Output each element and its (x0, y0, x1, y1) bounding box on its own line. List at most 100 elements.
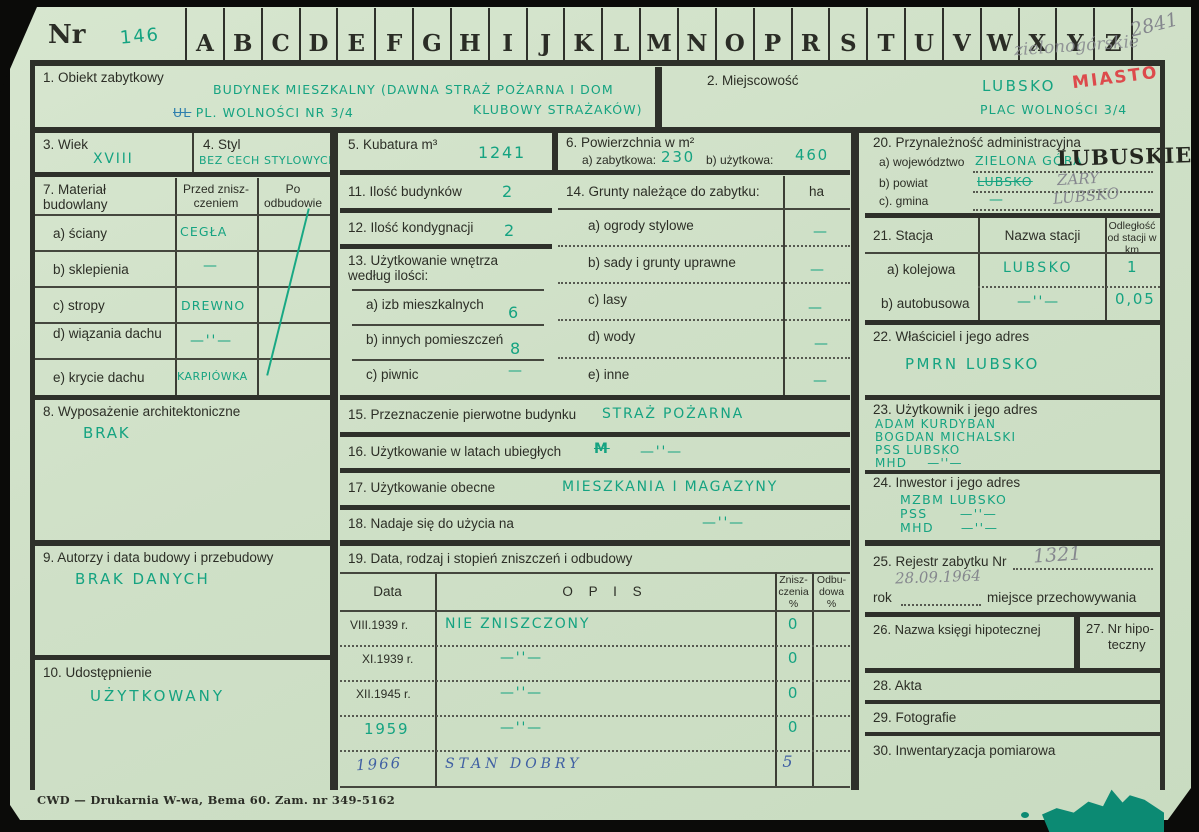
row-line (352, 359, 544, 361)
dotted-line (973, 171, 1153, 173)
scan-corner-bottom-left (0, 790, 28, 832)
field-25-number-pencil: 1321 (1032, 542, 1083, 568)
field-2-address: PLAC WOLNOŚCI 3/4 (980, 102, 1128, 117)
index-letter-X: X (1017, 8, 1056, 60)
field-24-label: 24. Inwestor i jego adres (873, 475, 1021, 490)
field-9-value: BRAK DANYCH (75, 570, 211, 588)
field-30-label: 30. Inwentaryzacja pomiarowa (873, 743, 1056, 758)
header-line (340, 610, 850, 612)
field-2-red-stamp: MIASTO (1071, 62, 1160, 94)
field-29-photographs: 29. Fotografie (865, 705, 1160, 732)
field-14d-label: d) wody (588, 329, 636, 344)
field-13a-value: 6 (508, 303, 520, 322)
index-letter-F: F (374, 8, 412, 60)
field-9-authors: 9. Autorzy i data budowy i przebudowy BR… (35, 546, 330, 655)
field-14d-value: — (814, 336, 830, 352)
field-4-value: BEZ CECH STYLOWYCH (199, 154, 338, 167)
row-line-dotted (340, 645, 850, 647)
row-line (35, 250, 330, 252)
section-bar (35, 655, 331, 660)
column-line (1105, 218, 1107, 320)
field-25-place-label: miejsce przechowywania (987, 590, 1137, 605)
section-bar (35, 540, 331, 546)
column-divider-bar (1074, 617, 1080, 668)
field-15-original-purpose: 15. Przeznaczenie pierwotne budynku STRA… (340, 400, 850, 432)
field-23-line3: PSS LUBSKO (875, 443, 961, 457)
row1-opis: NIE ZNISZCZONY (445, 616, 591, 632)
index-letter-Y: Y (1055, 8, 1093, 60)
index-letter-A: A (185, 8, 223, 60)
dotted-line (901, 604, 981, 606)
field-21a-distance: 1 (1127, 258, 1139, 276)
section-bar (35, 127, 1160, 133)
field-7-col1-header: Przed znisz-czeniem (182, 182, 250, 210)
field-10-accessibility: 10. Udostępnienie UŻYTKOWANY (35, 660, 330, 790)
section-bar (865, 700, 1160, 704)
section-bar (340, 540, 850, 546)
field-23-line2: BOGDAN MICHALSKI (875, 430, 1017, 444)
printer-imprint: CWD — Drukarnia W-wa, Bema 60. Zam. nr 3… (37, 793, 396, 807)
field-19-damage-table: 19. Data, rodzaj i stopień zniszczeń i o… (340, 546, 850, 790)
row2-zn: 0 (787, 649, 800, 667)
field-14-label: 14. Grunty należące do zabytku: (566, 184, 760, 199)
dotted-line (973, 209, 1153, 211)
field-7c-label: c) stropy (53, 298, 105, 313)
scan-corner-top-left (0, 0, 40, 92)
row-line (35, 214, 330, 216)
field-14e-label: e) inne (588, 367, 630, 382)
field-21b-distance: 0,05 (1115, 290, 1156, 308)
section-bar (865, 732, 1160, 736)
field-27-label-line1: 27. Nr hipo- (1086, 621, 1154, 636)
field-16-label: 16. Użytkowanie w latach ubiegłych (348, 444, 562, 459)
row-line-dotted (558, 319, 850, 321)
row-line (35, 322, 330, 324)
field-6b-label: b) użytkowa: (706, 153, 774, 167)
field-7-col2-header: Po odbudowie (263, 182, 323, 210)
field-24-investor: 24. Inwestor i jego adres MZBM LUBSKO PS… (865, 473, 1160, 540)
row-line-dotted (558, 357, 850, 359)
field-24-line3: MHD —''— (900, 520, 999, 535)
index-letter-S: S (828, 8, 866, 60)
field-21a-label: a) kolejowa (887, 262, 956, 277)
field-1-label: 1. Obiekt zabytkowy (43, 70, 164, 85)
scan-margin-right (1191, 0, 1199, 832)
index-letter-M: M (639, 8, 677, 60)
row3-zn: 0 (787, 684, 800, 702)
field-20a-value: ZIELONA GÓRA (975, 153, 1083, 168)
nr-label: Nr (48, 20, 86, 50)
field-1-value-line1: BUDYNEK MIESZKALNY (DAWNA STRAŻ POŻARNA … (213, 82, 614, 97)
index-letter-L: L (601, 8, 639, 60)
field-1-value-line2: KLUBOWY STRAŻAKÓW) (473, 102, 643, 117)
field-12-storeys: 12. Ilość kondygnacji 2 (340, 213, 552, 244)
field-25-date-pencil: 28.09.1964 (894, 566, 982, 588)
field-13-label: 13. Użytkowanie wnętrza według ilości: (348, 253, 499, 283)
row-line (352, 289, 544, 291)
field-23-line1: ADAM KURDYBAN (875, 417, 997, 431)
column-divider-bar (655, 67, 662, 127)
index-letter-I: I (487, 8, 526, 60)
row-line-dotted (340, 750, 850, 752)
row-line-dotted (558, 282, 850, 284)
field-16-value: —''— (640, 444, 683, 460)
section-bar (340, 208, 552, 213)
field-26-mortgage-book: 26. Nazwa księgi hipotecznej (865, 617, 1075, 668)
dotted-line (1013, 568, 1153, 570)
index-letter-T: T (866, 8, 904, 60)
field-14-grounds-table: 14. Grunty należące do zabytku: ha a) og… (558, 176, 850, 395)
card-left-edge-bar (30, 60, 35, 790)
field-13b-label: b) innych pomieszczeń (366, 332, 504, 347)
row4-date-handwritten: 1959 (364, 720, 410, 738)
section-bar (35, 172, 331, 177)
section-bar (340, 505, 850, 510)
nr-value-handwritten: 146 (119, 24, 161, 49)
field-19-label: 19. Data, rodzaj i stopień zniszczeń i o… (348, 551, 633, 566)
field-2-value: LUBSKO (982, 77, 1056, 95)
field-7d-value: —''— (190, 333, 233, 349)
field-5-label: 5. Kubatura m³ (348, 137, 438, 152)
scan-margin-top (0, 0, 1199, 7)
column-line (783, 176, 785, 395)
field-6-area: 6. Powierzchnia w m² a) zabytkowa: 230 b… (558, 133, 850, 170)
field-16-past-use: 16. Użytkowanie w latach ubiegłych M —''… (340, 437, 850, 468)
field-30-survey: 30. Inwentaryzacja pomiarowa (865, 737, 1160, 790)
